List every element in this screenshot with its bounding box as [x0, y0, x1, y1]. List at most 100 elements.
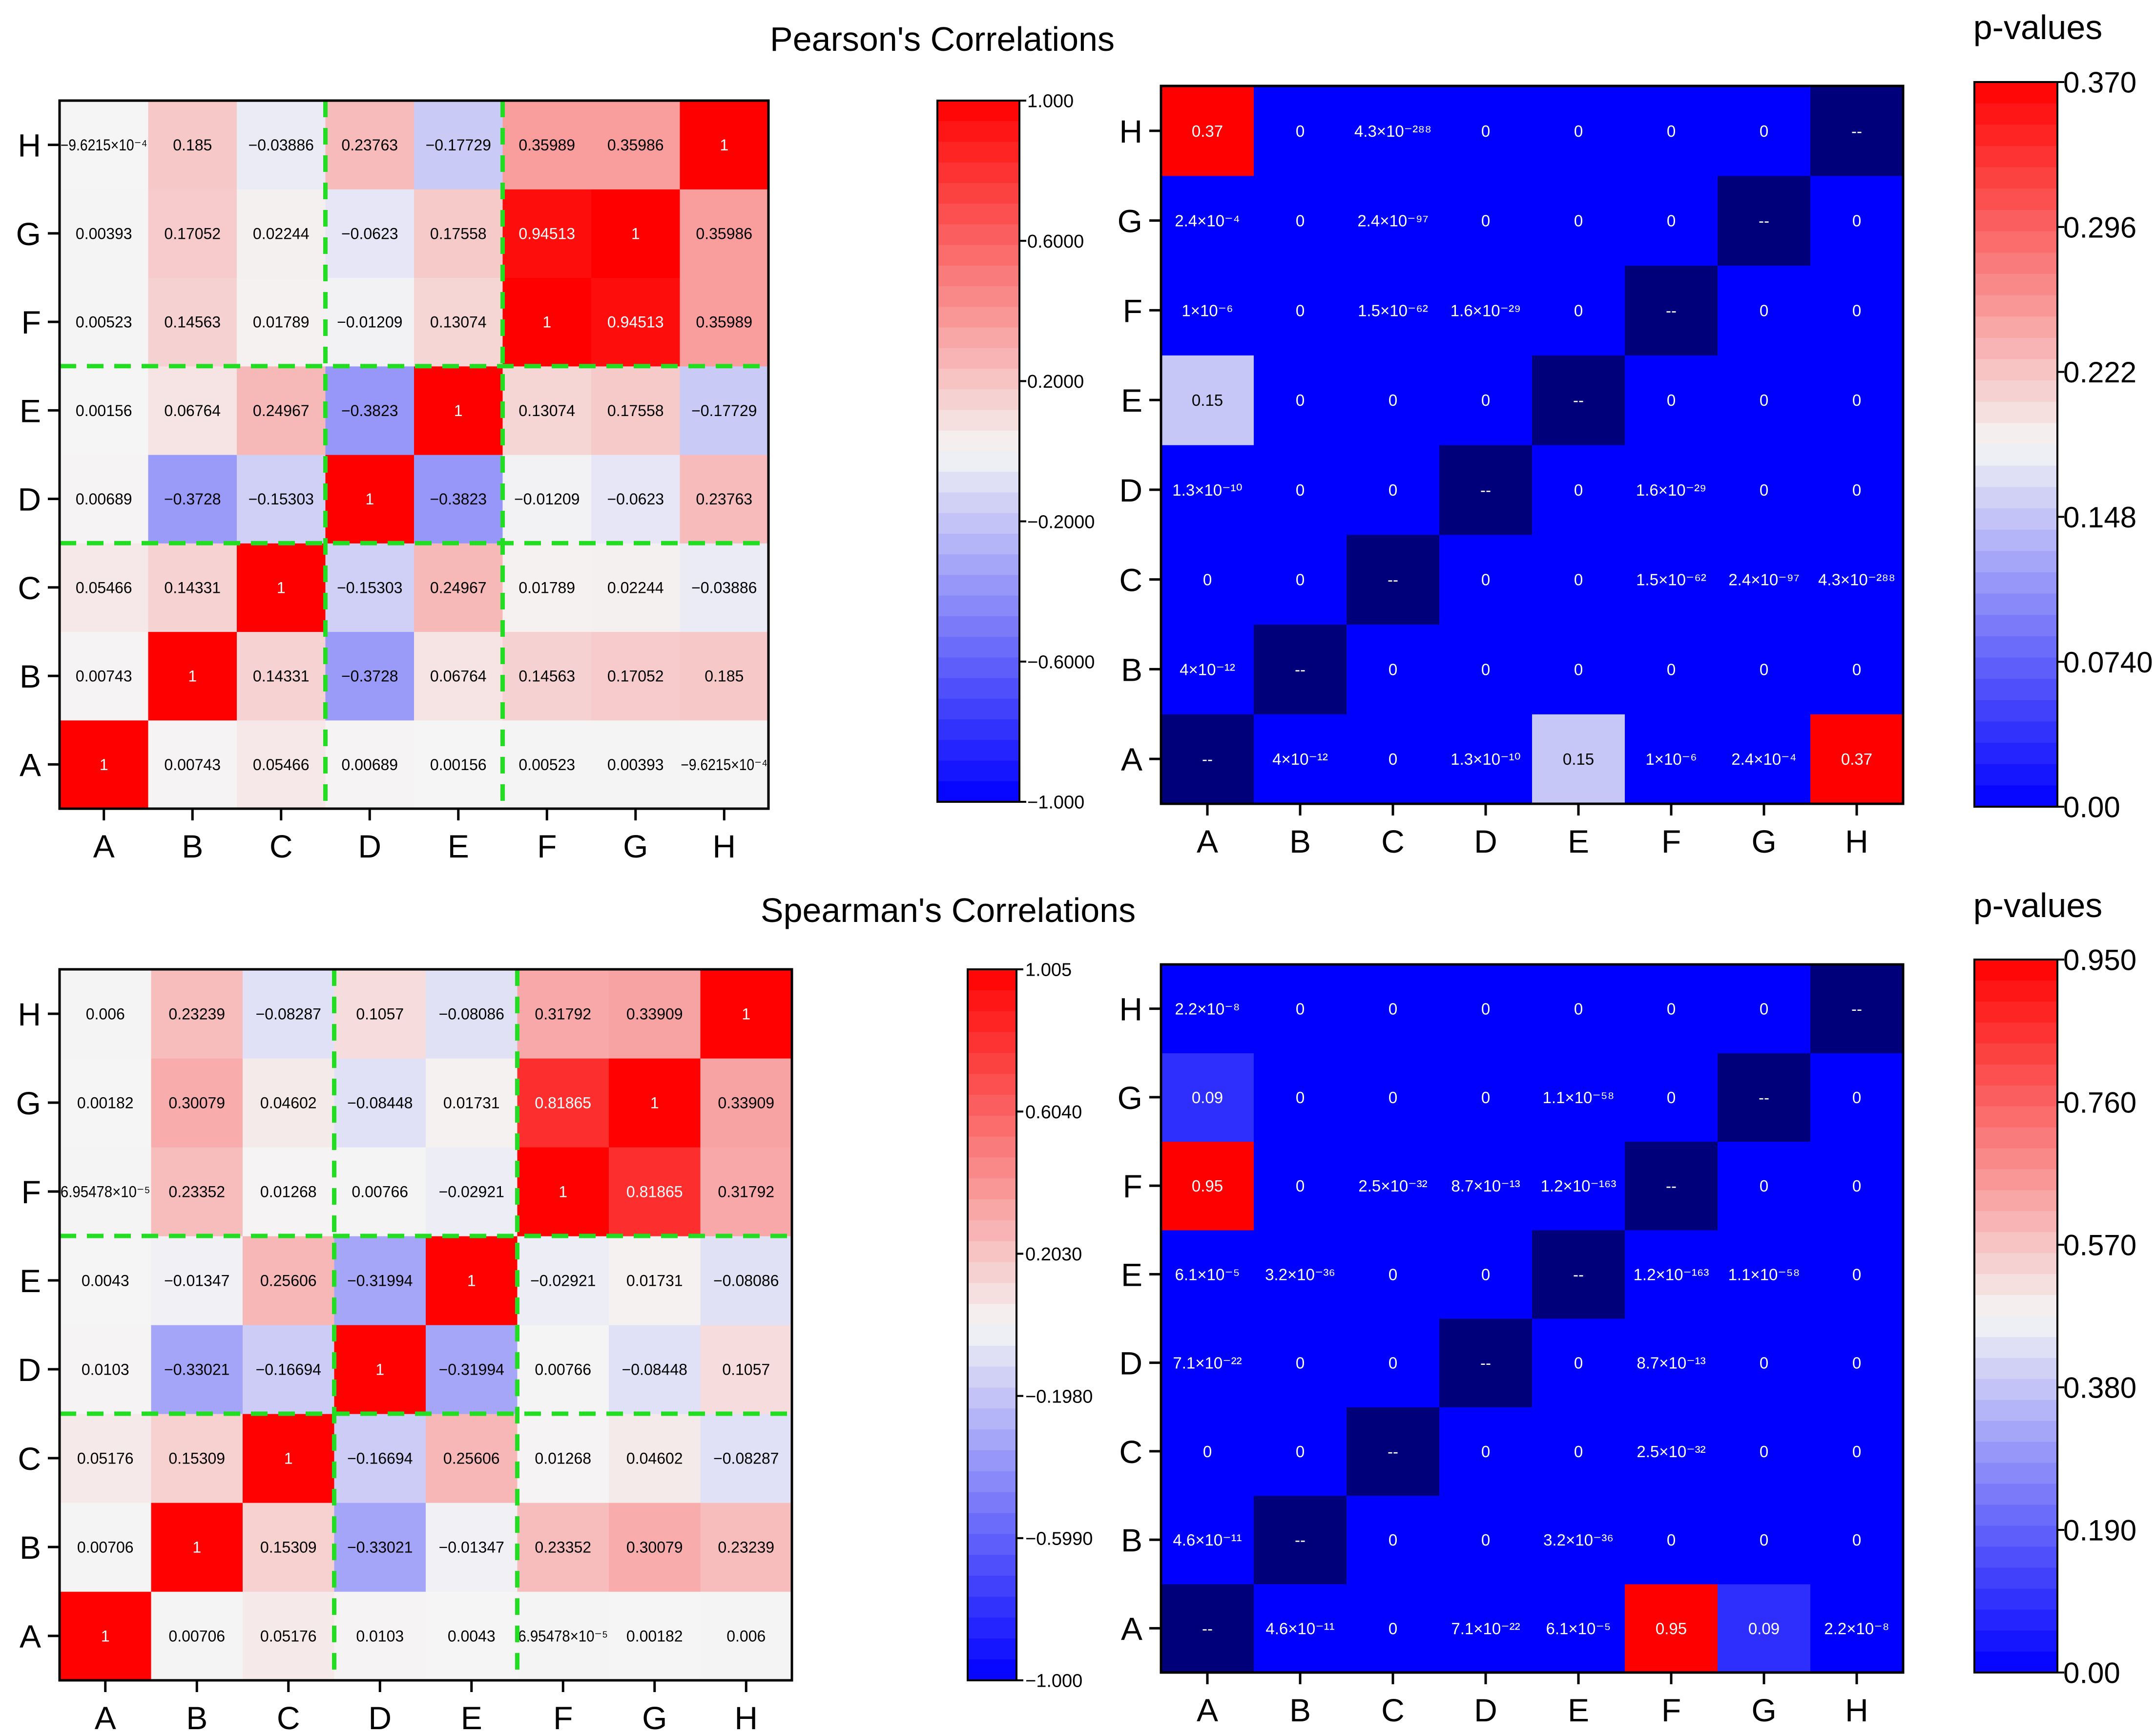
- colorbar-band: [937, 183, 1019, 204]
- heatmap-cell: [1161, 1318, 1254, 1407]
- cell-value-label: 0: [1481, 1000, 1490, 1018]
- colorbar-band: [1974, 551, 2057, 573]
- heatmap-cell: [325, 543, 415, 632]
- cell-value-label: 0: [1389, 1354, 1397, 1372]
- heatmap-cell: [1532, 714, 1625, 804]
- heatmap-cell: [1718, 534, 1811, 625]
- cell-value-label: 0: [1389, 1000, 1397, 1018]
- heatmap-cell: [1439, 534, 1533, 625]
- heatmap-cell: [700, 969, 792, 1059]
- x-axis-label: B: [182, 828, 203, 864]
- heatmap-cell: [1532, 534, 1625, 625]
- colorbar-band: [1974, 1190, 2057, 1212]
- cell-value-label: 0.31792: [718, 1183, 774, 1201]
- x-axis-label: C: [1381, 1692, 1405, 1728]
- cell-value-label: 0: [1760, 660, 1768, 678]
- heatmap-cell: [1254, 265, 1347, 356]
- heatmap-cell: [1439, 265, 1533, 356]
- cell-value-label: 0: [1667, 1088, 1676, 1107]
- heatmap-cell: [1347, 1407, 1440, 1496]
- cell-value-label: 1: [188, 668, 197, 685]
- y-axis-label: E: [20, 1263, 41, 1299]
- x-axis-label: E: [1568, 823, 1589, 859]
- heatmap-cell: [1439, 624, 1533, 714]
- plot-frame: [58, 99, 770, 810]
- cell-value-label: 2.5×10⁻³²: [1637, 1443, 1705, 1461]
- colorbar-band: [1974, 700, 2057, 722]
- colorbar-band: [968, 1659, 1016, 1681]
- heatmap-cell: [325, 101, 415, 189]
- colorbar-band: [968, 1638, 1016, 1660]
- cell-value-label: 1: [277, 579, 286, 596]
- heatmap-cell: [243, 1414, 335, 1503]
- cell-value-label: 6.1×10⁻⁵: [1546, 1619, 1611, 1637]
- cell-value-label: --: [1480, 481, 1491, 499]
- heatmap-cell: [1254, 964, 1347, 1053]
- heatmap-cell: [1810, 445, 1904, 535]
- heatmap-cell: [680, 101, 769, 189]
- colorbar-band: [937, 430, 1019, 452]
- heatmap-cell: [237, 101, 326, 189]
- cell-value-label: 0.17052: [164, 225, 221, 242]
- cell-value-label: 0: [1389, 391, 1397, 409]
- heatmap-cell: [414, 720, 503, 809]
- colorbar-band: [937, 616, 1019, 637]
- heatmap-cell: [1347, 86, 1440, 176]
- cell-value-label: 2.4×10⁻⁴: [1175, 212, 1240, 230]
- heatmap-cell: [148, 366, 237, 455]
- colorbar-band: [1974, 1526, 2057, 1547]
- x-axis-label: H: [1845, 823, 1868, 859]
- heatmap-cell: [243, 1503, 335, 1592]
- cell-value-label: 1×10⁻⁶: [1182, 301, 1233, 319]
- colorbar-band: [1974, 593, 2057, 615]
- heatmap-cell: [1532, 624, 1625, 714]
- colorbar-band: [968, 1304, 1016, 1325]
- cell-value-label: 1.5×10⁻⁶²: [1636, 571, 1706, 589]
- heatmap-cell: [60, 543, 149, 632]
- cell-value-label: 0.00766: [352, 1183, 408, 1201]
- cell-value-label: 0.05176: [77, 1450, 134, 1467]
- y-axis-label: F: [21, 304, 41, 340]
- cell-value-label: 0: [1389, 660, 1397, 678]
- heatmap-cell: [1718, 445, 1811, 535]
- colorbar-frame: [1973, 81, 2058, 808]
- colorbar-band: [968, 1471, 1016, 1493]
- heatmap-cell: [591, 101, 681, 189]
- colorbar-band: [937, 245, 1019, 266]
- colorbar-band: [1974, 1022, 2057, 1044]
- colorbar-band: [937, 760, 1019, 782]
- heatmap-cell: [1254, 445, 1347, 535]
- cell-value-label: 3.2×10⁻³⁶: [1265, 1265, 1335, 1283]
- heatmap-cell: [1810, 1584, 1904, 1673]
- spearman-pvalues-label: p-values: [1973, 886, 2103, 924]
- cell-value-label: 0.35986: [696, 225, 752, 242]
- y-axis-label: D: [1119, 1345, 1142, 1381]
- heatmap-cell: [334, 969, 426, 1059]
- heatmap-cell: [325, 366, 415, 455]
- colorbar-band: [937, 286, 1019, 307]
- colorbar-band: [1974, 1610, 2057, 1631]
- heatmap-cell: [1254, 1407, 1347, 1496]
- colorbar-band: [1974, 615, 2057, 637]
- heatmap-cell: [414, 277, 503, 367]
- y-axis-label: G: [1118, 1080, 1142, 1116]
- colorbar-band: [968, 1094, 1016, 1116]
- heatmap-cell: [591, 189, 681, 278]
- colorbar-band: [1974, 1295, 2057, 1317]
- heatmap-cell: [60, 1591, 152, 1681]
- cell-value-label: 0.15: [1192, 391, 1223, 409]
- x-axis-label: F: [537, 828, 557, 864]
- heatmap-cell: [148, 543, 237, 632]
- cell-value-label: −0.08287: [256, 1005, 321, 1023]
- heatmap-cell: [1254, 534, 1347, 625]
- cell-value-label: 0: [1760, 301, 1768, 319]
- y-axis-label: G: [16, 1085, 41, 1121]
- cell-value-label: 0.14331: [253, 668, 310, 685]
- colorbar-tick-label: 0.950: [2063, 944, 2136, 977]
- heatmap-cell: [1347, 1141, 1440, 1231]
- heatmap-cell: [1532, 355, 1625, 445]
- colorbar-band: [968, 1136, 1016, 1158]
- heatmap-cell: [1625, 445, 1718, 535]
- colorbar-band: [1974, 1127, 2057, 1149]
- cell-value-label: 0: [1389, 750, 1397, 768]
